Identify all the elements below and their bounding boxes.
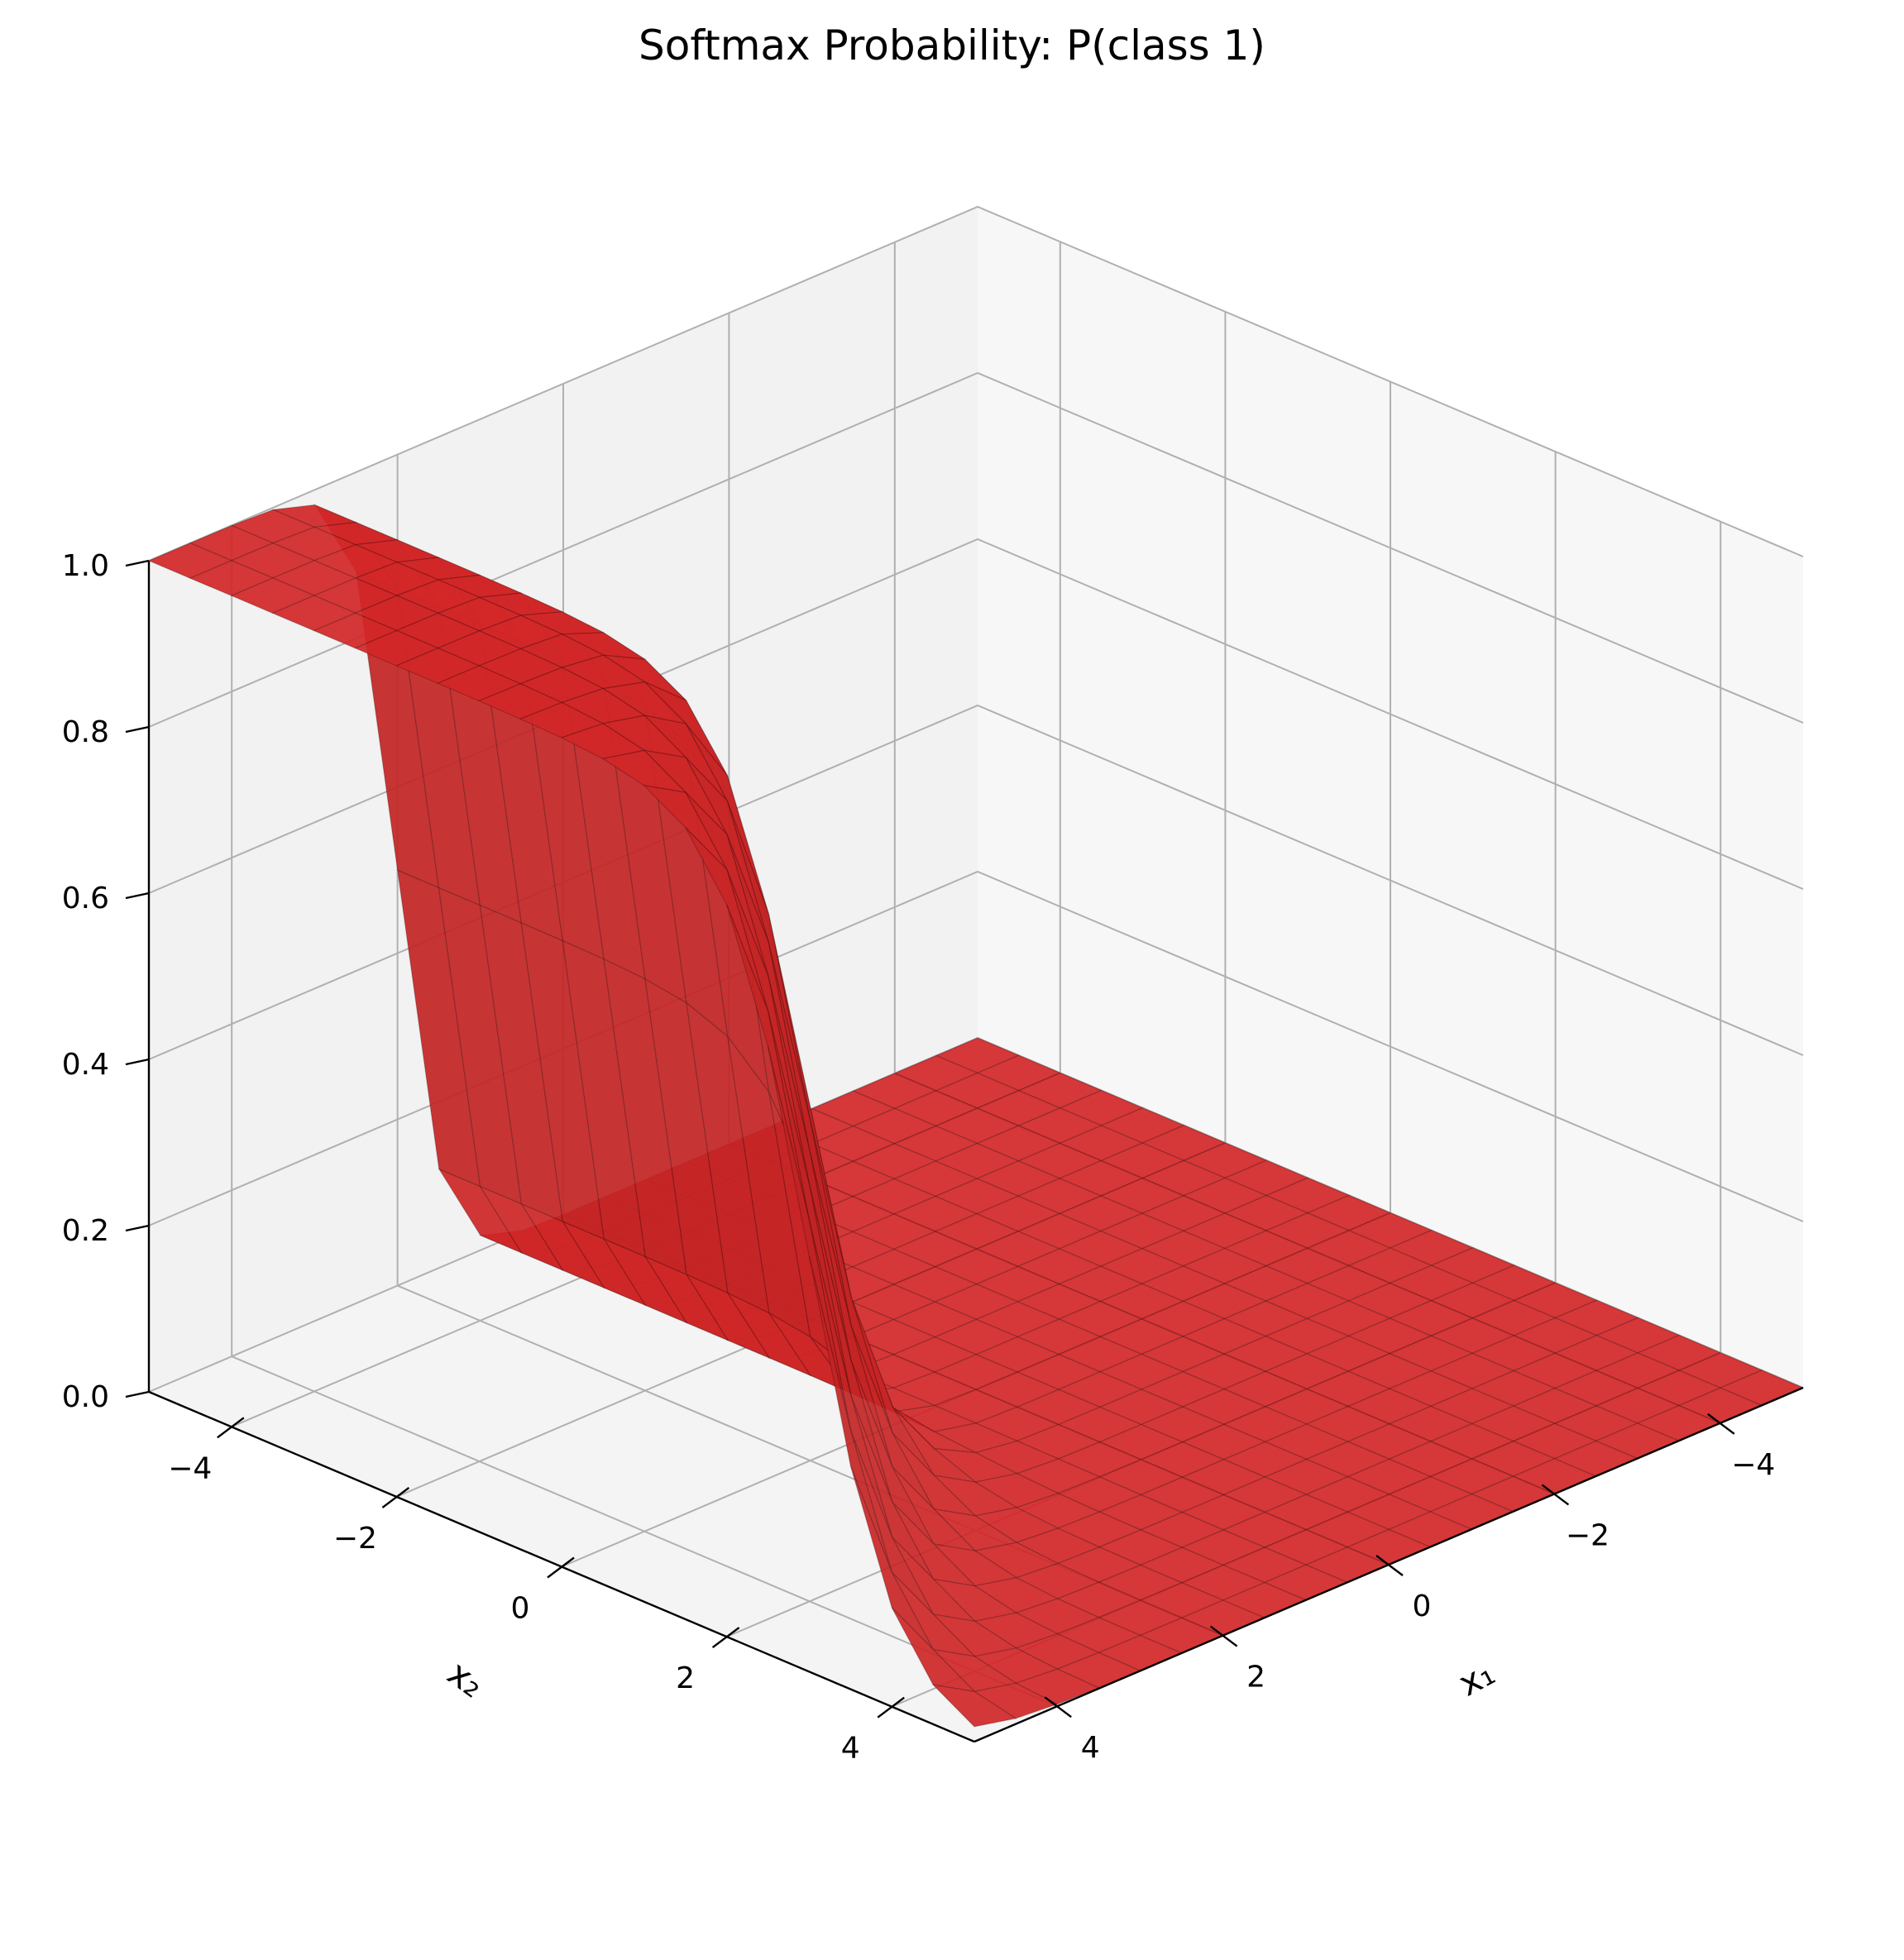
x2-tick	[381, 1486, 410, 1508]
z-tick	[125, 725, 150, 734]
z-tick	[125, 1390, 150, 1398]
z-gridline	[148, 205, 1804, 562]
x2-axis-label: x₂	[440, 1652, 492, 1705]
z-tick	[125, 892, 150, 900]
chart-title: Softmax Probability: P(class 1)	[639, 22, 1265, 69]
surface-patch	[931, 1684, 1017, 1728]
x2-tick-label: −2	[333, 1522, 377, 1556]
x2-tick-label: 4	[841, 1732, 860, 1766]
probability-surface	[147, 504, 1805, 1728]
x1-axis-label: x₁	[1452, 1652, 1501, 1704]
x2-tick	[547, 1556, 575, 1579]
x1-tick	[1209, 1625, 1238, 1647]
x1-tick-label: −2	[1566, 1518, 1610, 1552]
z-tick-label: 0.2	[62, 1214, 109, 1248]
x1-tick	[1044, 1696, 1072, 1719]
x2-tick	[877, 1696, 905, 1719]
x1-tick	[1541, 1484, 1570, 1506]
x1-tick-label: 0	[1413, 1590, 1432, 1623]
x2-tick	[711, 1627, 740, 1649]
z-tick-label: 0.0	[62, 1380, 109, 1414]
z-tick-label: 0.8	[62, 715, 109, 749]
z-tick-label: 0.6	[62, 882, 109, 915]
x1-tick	[1707, 1413, 1735, 1435]
z-tick	[125, 1058, 150, 1066]
z-tick-label: 0.4	[62, 1048, 109, 1082]
x1-tick	[1375, 1555, 1404, 1576]
z-tick	[125, 1224, 150, 1232]
axes-ticks: −4 −2 0 2 4 −4 −2 0 2 4 0.0 0.2 0.4 0.6 0.8 1.0	[62, 549, 1776, 1766]
x2-tick-label: 0	[511, 1592, 530, 1626]
x1-tick-label: −4	[1731, 1448, 1775, 1482]
x1-tick-label: 2	[1246, 1661, 1265, 1695]
z-tick-label: 1.0	[62, 549, 109, 583]
z-gridline	[148, 870, 1804, 1226]
z-tick	[125, 559, 150, 567]
x2-tick	[217, 1417, 245, 1439]
x1-tick-label: 4	[1081, 1731, 1100, 1765]
x2-tick-label: −4	[168, 1451, 212, 1485]
x2-tick-label: 2	[676, 1661, 695, 1695]
